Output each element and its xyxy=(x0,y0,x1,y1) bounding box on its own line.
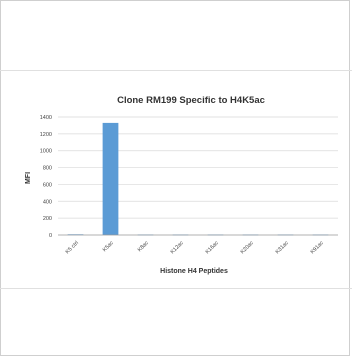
y-tick-label: 800 xyxy=(43,166,52,172)
x-tick-labels: K5 ctrl K5ac K8ac K12ac K16ac K20ac K31ac K91ac xyxy=(65,240,325,255)
y-tick-label: 1000 xyxy=(40,149,52,155)
x-tick-label: K8ac xyxy=(137,240,150,253)
x-tick-label: K91ac xyxy=(310,240,325,255)
y-tick-label: 200 xyxy=(43,216,52,222)
y-tick-label: 1400 xyxy=(40,115,52,121)
gridlines xyxy=(58,116,338,219)
bottom-divider xyxy=(0,288,352,289)
y-tick-label: 600 xyxy=(43,182,52,188)
y-tick-label: 400 xyxy=(43,199,52,205)
bar xyxy=(102,122,119,235)
y-tick-label: 1200 xyxy=(40,132,52,138)
chart-title: Clone RM199 Specific to H4K5ac xyxy=(117,95,265,106)
x-tick-label: K12ac xyxy=(170,240,185,255)
x-axis-label: Histone H4 Peptides xyxy=(160,268,228,275)
x-tick-label: K16ac xyxy=(205,240,220,255)
y-tick-label: 0 xyxy=(49,233,52,239)
x-tick-label: K31ac xyxy=(275,240,290,255)
top-divider xyxy=(0,70,352,71)
y-axis-label: MFI xyxy=(25,172,32,184)
x-tick-label: K5ac xyxy=(102,240,115,253)
y-tick-labels: 0 200 400 600 800 1000 1200 1400 xyxy=(40,115,52,239)
x-tick-label: K5 ctrl xyxy=(65,240,80,255)
x-tick-label: K20ac xyxy=(240,240,255,255)
